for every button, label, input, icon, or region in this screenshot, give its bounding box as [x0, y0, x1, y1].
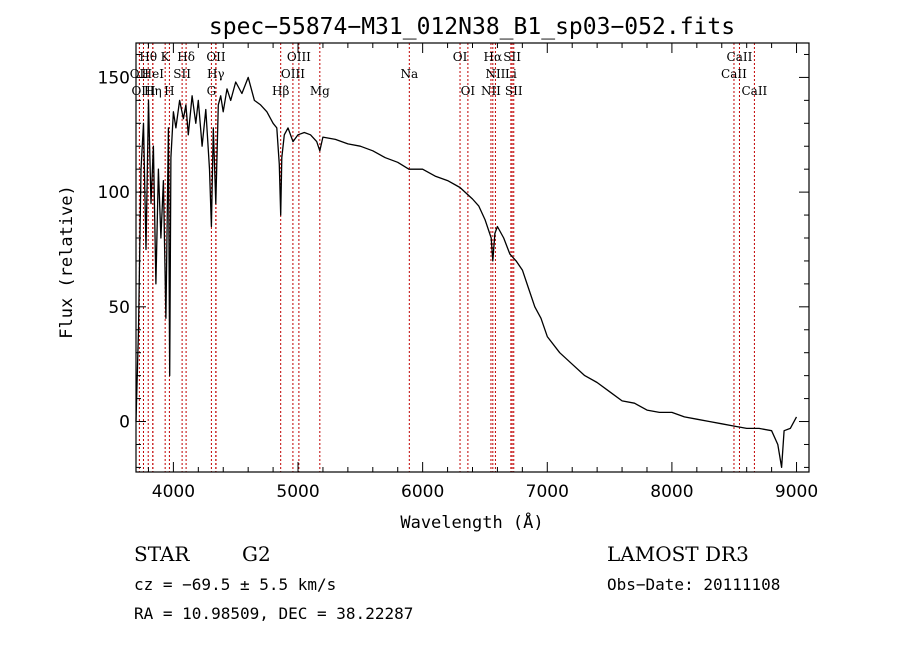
- object-type: STAR: [134, 542, 190, 566]
- line-label-14: Na: [400, 67, 418, 81]
- y-tick-label-0: 0: [119, 413, 130, 433]
- spectral-line-markers: [138, 43, 755, 472]
- y-tick-label-3: 150: [98, 68, 130, 88]
- x-tick-label-3: 7000: [526, 482, 569, 502]
- line-label-13: OIII: [281, 67, 305, 81]
- x-tick-label-0: 4000: [152, 482, 195, 502]
- x-tick-label-4: 8000: [650, 482, 693, 502]
- y-tick-label-2: 100: [98, 183, 130, 203]
- axis-tick-labels: 4000 5000 6000 7000 8000 9000 0 50 100 150: [98, 68, 819, 502]
- chart-title: spec−55874−M31_012N38_B1_sp03−052.fits: [209, 14, 735, 40]
- spectrum-line-0: [135, 76, 798, 469]
- line-label-11: SII: [173, 67, 191, 81]
- line-label-17: CaII: [721, 67, 747, 81]
- line-label-7: SII: [503, 50, 521, 64]
- line-label-25: NII: [481, 84, 501, 98]
- x-tick-label-5: 9000: [775, 482, 818, 502]
- coordinates: RA = 10.98509, DEC = 38.22287: [134, 604, 413, 623]
- y-tick-label-1: 50: [108, 298, 130, 318]
- line-label-18: OIII: [131, 84, 155, 98]
- x-tick-label-1: 5000: [276, 482, 319, 502]
- line-label-26: SII: [505, 84, 523, 98]
- line-label-19: Hη: [144, 84, 162, 98]
- redshift-readout: cz = −69.5 ± 5.5 km/s: [134, 575, 336, 594]
- line-label-3: OII: [206, 50, 226, 64]
- obs-date: Obs−Date: 20111108: [607, 575, 780, 594]
- line-label-8: CaII: [727, 50, 753, 64]
- line-label-16: Li: [505, 67, 517, 81]
- y-axis-label: Flux (relative): [57, 185, 77, 339]
- plot-frame: [135, 42, 810, 473]
- line-label-4: OIII: [287, 50, 311, 64]
- line-label-22: Hβ: [272, 84, 289, 98]
- line-label-2: Hδ: [177, 50, 195, 64]
- line-label-23: Mg: [310, 84, 330, 98]
- line-label-1: K: [161, 50, 171, 64]
- x-axis-label: Wavelength (Å): [400, 511, 543, 533]
- spectrum-series: [135, 76, 798, 469]
- spectral-subclass: G2: [242, 542, 271, 566]
- line-label-6: Hα: [484, 50, 503, 64]
- line-label-10: HeI: [142, 67, 165, 81]
- line-label-0: Hθ: [139, 50, 157, 64]
- x-tick-label-2: 6000: [401, 482, 444, 502]
- line-label-15: NII: [485, 67, 505, 81]
- axis-ticks: [136, 43, 809, 472]
- line-label-20: H: [164, 84, 174, 98]
- line-label-12: Hγ: [207, 67, 225, 81]
- survey-name: LAMOST DR3: [607, 542, 749, 566]
- line-label-24: OI: [461, 84, 476, 98]
- line-label-27: CaII: [741, 84, 767, 98]
- line-label-5: OI: [453, 50, 468, 64]
- line-label-21: G: [207, 84, 217, 98]
